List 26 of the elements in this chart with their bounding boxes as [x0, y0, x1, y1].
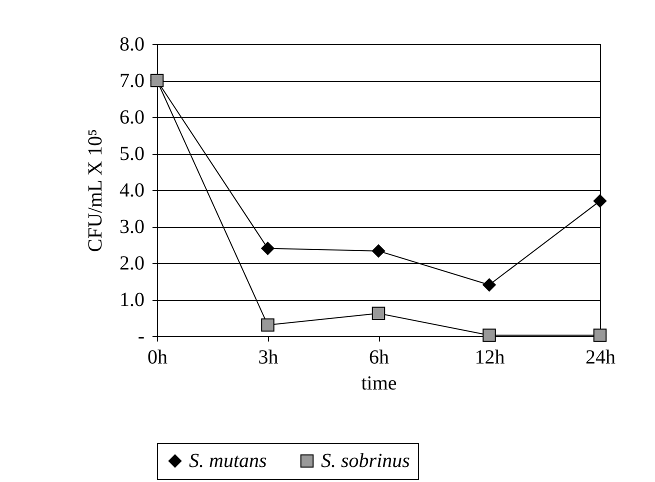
y-tick-label: 6.0 — [120, 106, 144, 128]
point — [593, 328, 607, 342]
y-tick-label: 7.0 — [120, 70, 144, 92]
x-tick-label: 12h — [474, 346, 505, 368]
y-tick-label: 5.0 — [120, 143, 144, 165]
y-axis-title: CFU/mL X 10⁵ — [84, 129, 106, 252]
point — [482, 278, 496, 292]
point — [372, 244, 386, 258]
x-axis-title: time — [361, 372, 397, 394]
point — [482, 328, 496, 342]
x-tick-label: 3h — [258, 346, 278, 368]
legend-label: S. sobrinus — [321, 450, 410, 472]
y-tick-label: 4.0 — [120, 180, 144, 202]
point — [261, 242, 274, 256]
point — [372, 306, 386, 320]
x-tick-label: 6h — [369, 346, 389, 368]
point — [593, 194, 607, 208]
y-tick-label: - — [138, 326, 144, 348]
point — [261, 318, 274, 332]
y-tick-label: 2.0 — [120, 252, 144, 274]
x-tick-label: 0h — [148, 346, 168, 368]
x-tick-label: 24h — [586, 346, 616, 368]
y-tick-label: 3.0 — [120, 216, 144, 238]
legend-label: S. mutans — [189, 450, 267, 472]
y-tick-label: 1.0 — [120, 289, 144, 311]
y-tick-label: 8.0 — [120, 34, 144, 56]
